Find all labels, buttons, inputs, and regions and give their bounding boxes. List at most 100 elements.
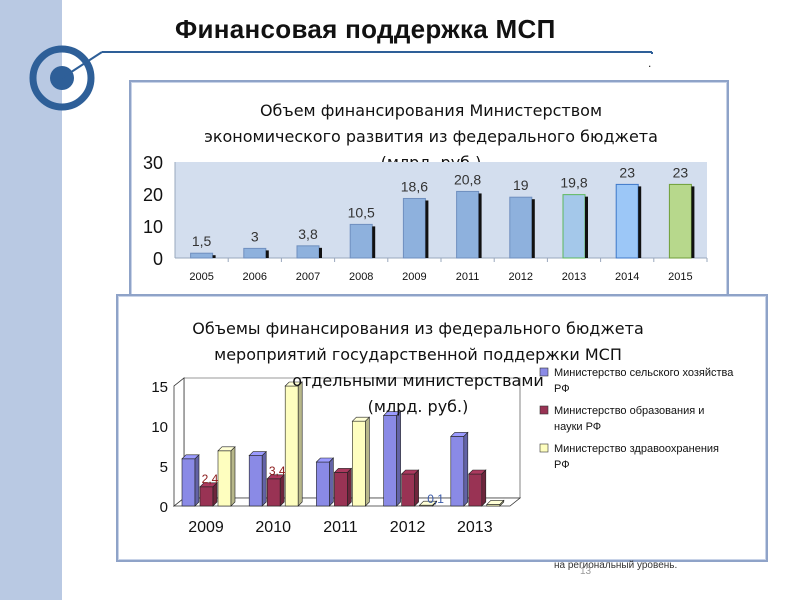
chart2-bar [334,472,348,507]
chart2-title-line: мероприятий государственной поддержки МС… [214,345,622,364]
chart2-x-tick-label: 2012 [390,519,426,536]
chart2-title: Объемы финансирования из федерального бю… [158,316,678,420]
chart1-bar [243,247,267,259]
chart2-bar [450,436,465,507]
chart1-data-label: 10,5 [348,204,375,220]
chart2-bar-side [481,469,487,507]
chart1-y-tick-label: 0 [153,249,163,269]
chart1-bar [615,183,639,259]
chart1-bar [668,183,692,259]
chart2-legend-label: науки РФ [554,421,601,433]
chart2-side-wall [173,377,185,507]
chart1-x-tick-label: 2015 [668,271,692,283]
chart2-y-tick-label: 0 [160,499,168,516]
chart2-legend-swatch [539,405,549,415]
chart2-y-tick-label: 5 [160,459,168,476]
chart1-svg: 0 10 20 30 1,5 2005 3 2006 3,8 2007 10,5 2008 18,6 20… [143,153,708,283]
chart2-svg: 0 5 10 15 2009 2010 2011 2012 2013 2,4 3,4 0,1 Минис… [151,367,734,536]
chart2-bar [316,461,330,507]
chart1-bar [509,196,533,259]
chart1-x-tick-label: 2007 [296,271,320,283]
chart1-x-tick-label: 2014 [615,271,639,283]
chart2-legend-swatch [539,443,549,453]
chart1-y-tick-label: 10 [143,217,163,237]
chart2-bar-side [414,469,419,507]
chart2-legend-label: РФ [554,459,570,471]
chart1-data-label: 3 [251,228,259,244]
chart-panel-ministry-economic: Объем финансирования Министерством эконо… [129,80,729,298]
chart1-bar-shadow [478,193,482,258]
chart1-x-tick-label: 2009 [402,271,426,283]
chart2-x-tick-label: 2011 [323,519,358,536]
chart2-bar-side [463,431,469,507]
chart2-bar-side [230,446,236,507]
chart2-legend-label: РФ [554,383,570,395]
chart1-data-label: 19,8 [560,175,587,191]
chart2-x-tick-label: 2009 [188,519,224,536]
decor-line-diag [61,51,103,79]
chart1-bar [562,194,586,259]
chart2-bar-side [347,467,352,507]
chart2-bar-side [279,474,285,507]
chart1-data-label: 1,5 [192,233,212,249]
chart2-bar-side [212,482,218,507]
chart1-x-tick-label: 2013 [562,271,586,283]
chart1-bar [456,190,480,259]
chart1-bar-shadow [531,199,535,258]
chart1-data-label: 18,6 [401,178,428,194]
chart1-bar-shadow [212,255,216,258]
chart1-bar-shadow [425,200,429,258]
chart2-data-label: 0,1 [427,492,444,506]
chart1-y-tick-label: 30 [143,153,163,173]
chart1-bar [402,197,426,259]
chart1-bar-shadow [265,250,269,258]
chart2-bar-side [396,410,401,507]
chart2-legend-swatch [539,367,549,377]
chart2-bar [181,458,196,507]
chart1-x-tick-label: 2011 [456,271,480,283]
chart2-bar [248,455,263,507]
chart1-data-label: 19 [513,177,529,193]
chart2-legend-label: Министерство здравоохранения [554,443,719,455]
chart1-x-tick-label: 2008 [349,271,373,283]
chart2-legend-label: Министерство сельского хозяйства [554,367,734,379]
chart2-bar-side [432,500,437,507]
chart1-title-line: Объем финансирования Министерством [259,101,603,120]
chart1-x-tick-label: 2012 [509,271,533,283]
chart2-title-line: отдельными министерствами [292,371,544,390]
chart1-x-tick-label: 2006 [243,271,267,283]
chart1-data-label: 20,8 [454,171,481,187]
chart2-x-tick-label: 2013 [457,519,493,536]
chart1-bar-shadow [691,186,695,258]
page-title: Финансовая поддержка МСП [175,14,556,44]
chart2-bar [401,473,415,507]
chart1-bar [190,252,214,259]
chart1-bar-shadow [585,196,588,258]
chart1-data-label: 3,8 [298,226,318,242]
chart2-data-label: 3,4 [269,464,286,478]
decor-lines [29,45,653,111]
chart1-bar [296,245,320,259]
chart1-x-tick-label: 2005 [189,271,213,283]
chart1-data-label: 23 [619,164,635,180]
chart1-bar-shadow [372,226,376,258]
chart1-data-label: 23 [673,164,689,180]
chart1-bar-shadow [638,186,642,258]
footer-note: на региональный уровень. [554,560,678,571]
chart2-y-tick-label: 15 [151,379,168,396]
chart1-bar-shadow [319,247,322,258]
chart2-title-line: Объемы финансирования из федерального бю… [192,319,644,338]
chart2-bar-side [499,499,505,507]
chart-panel-ministries: 0 5 10 15 2009 2010 2011 2012 2013 2,4 3,4 0,1 Минис… [116,294,768,562]
chart2-title-line: (млрд. руб.) [367,397,469,416]
chart2-bar [352,420,366,507]
chart2-x-tick-label: 2010 [255,519,291,536]
chart2-bar-side [329,457,334,507]
chart2-bar [383,415,397,507]
chart2-bar-side [297,381,303,507]
chart2-bar [217,450,232,507]
chart1-y-tick-label: 20 [143,185,163,205]
page-number: 13 [580,566,592,577]
chart2-y-tick-label: 10 [151,419,168,436]
chart2-data-label: 2,4 [202,472,219,486]
